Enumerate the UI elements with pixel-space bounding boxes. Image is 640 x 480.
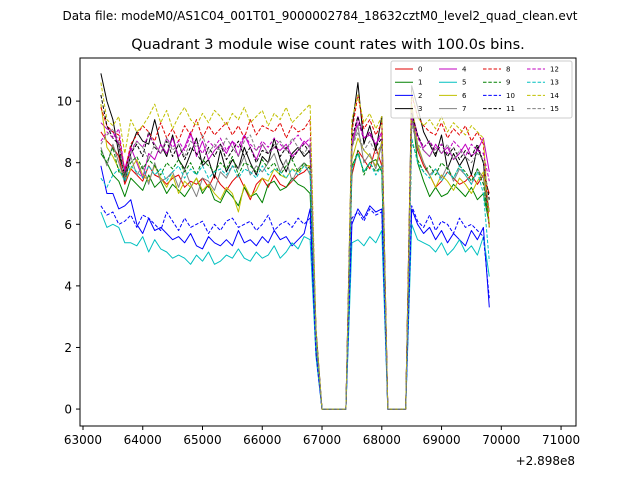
legend-label-4: 4 — [462, 66, 467, 74]
legend-label-11: 11 — [506, 105, 515, 113]
legend-label-7: 7 — [462, 105, 466, 113]
y-axis: 0 2 4 6 8 10 — [57, 95, 80, 417]
series-line-12 — [100, 116, 490, 410]
legend-label-6: 6 — [462, 92, 467, 100]
legend-label-0: 0 — [418, 66, 422, 74]
legend-label-2: 2 — [418, 92, 422, 100]
series-line-13 — [100, 137, 490, 410]
y-tick-label: 6 — [64, 218, 72, 232]
series-line-0 — [100, 112, 490, 410]
x-tick-label: 65000 — [183, 433, 221, 447]
series-line-8 — [100, 94, 490, 410]
series-line-1 — [100, 106, 490, 410]
y-tick-label: 8 — [64, 156, 72, 170]
series-line-3 — [100, 73, 490, 410]
legend-label-15: 15 — [550, 105, 559, 113]
x-tick-label: 71000 — [542, 433, 580, 447]
x-tick-label: 70000 — [482, 433, 520, 447]
legend-label-3: 3 — [418, 105, 422, 113]
chart-title: Quadrant 3 module wise count rates with … — [131, 37, 525, 53]
x-tick-label: 66000 — [243, 433, 281, 447]
legend-label-9: 9 — [506, 79, 510, 87]
y-tick-label: 10 — [57, 95, 72, 109]
x-tick-label: 63000 — [64, 433, 102, 447]
legend-label-5: 5 — [462, 79, 466, 87]
series-line-5 — [100, 211, 490, 410]
x-axis-offset-label: +2.898e8 — [516, 454, 575, 468]
series-layer — [100, 73, 490, 410]
y-tick-label: 2 — [64, 341, 72, 355]
y-tick-label: 4 — [64, 279, 72, 293]
y-tick-label: 0 — [64, 403, 72, 417]
legend-label-14: 14 — [550, 92, 559, 100]
series-line-14 — [100, 82, 490, 410]
x-tick-label: 69000 — [422, 433, 460, 447]
series-line-7 — [100, 119, 490, 410]
legend-label-13: 13 — [550, 79, 559, 87]
legend-label-10: 10 — [506, 92, 515, 100]
legend-frame — [390, 60, 573, 119]
series-line-11 — [100, 94, 490, 410]
legend-label-12: 12 — [550, 66, 559, 74]
series-line-2 — [100, 165, 490, 410]
suptitle: Data file: modeM0/AS1C04_001T01_90000027… — [62, 9, 577, 23]
plot-area-frame — [79, 57, 577, 427]
x-tick-label: 67000 — [303, 433, 341, 447]
x-axis: 63000 64000 65000 66000 67000 68000 69000 70000… — [64, 426, 580, 447]
x-tick-label: 68000 — [363, 433, 401, 447]
legend-label-1: 1 — [418, 79, 422, 87]
series-line-15 — [100, 125, 490, 410]
x-tick-label: 64000 — [124, 433, 162, 447]
series-line-9 — [100, 140, 490, 410]
legend-label-8: 8 — [506, 66, 510, 74]
series-line-10 — [100, 205, 490, 410]
